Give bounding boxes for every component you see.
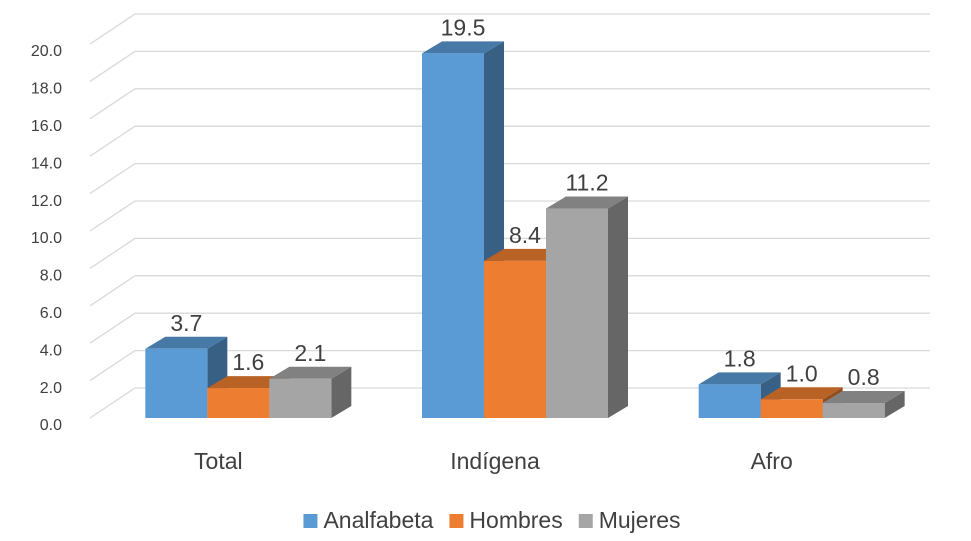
bar-side [884, 391, 905, 418]
grid-line [89, 312, 930, 344]
grid-line [89, 237, 930, 269]
bar [422, 53, 484, 418]
bar-top [207, 376, 290, 389]
legend-swatch [578, 514, 593, 528]
x-tick-label: Indígena [450, 448, 540, 474]
data-label: 8.4 [509, 222, 541, 248]
grid-line [89, 88, 930, 120]
data-label: 1.8 [724, 345, 756, 371]
bar-top [484, 248, 566, 261]
legend-label: Mujeres [599, 507, 681, 533]
x-tick-label: Afro [751, 448, 793, 474]
grid-line [89, 349, 930, 382]
bar [269, 378, 332, 418]
data-label: 2.1 [294, 340, 326, 366]
bar-side [608, 196, 628, 418]
grid-line [89, 125, 930, 157]
grid-line [89, 13, 930, 45]
data-label: 1.0 [786, 360, 818, 386]
bar-top [760, 387, 843, 400]
grid-line [89, 50, 930, 82]
data-label: 11.2 [565, 170, 608, 196]
legend-swatch [449, 514, 464, 528]
y-tick-label: 12.0 [31, 193, 62, 210]
grid-line [89, 200, 930, 232]
bar [760, 399, 823, 418]
bar-top [698, 372, 781, 385]
y-tick-label: 20.0 [31, 43, 62, 60]
grid-line [89, 162, 930, 195]
data-label: 3.7 [170, 310, 202, 336]
data-label: 0.8 [848, 364, 880, 390]
y-tick-label: 6.0 [40, 305, 62, 322]
y-tick-label: 10.0 [31, 230, 62, 247]
bar-top [145, 336, 228, 349]
data-label: 1.6 [232, 349, 264, 375]
grid-line [89, 387, 930, 419]
bar-top [269, 366, 352, 379]
bar-top [546, 196, 628, 209]
bar-top [422, 41, 504, 54]
y-tick-label: 18.0 [31, 81, 62, 98]
legend-swatch [303, 514, 318, 528]
bar [822, 403, 885, 418]
bar [546, 208, 608, 418]
data-label: 19.5 [441, 14, 486, 40]
grid-line [89, 275, 930, 307]
bar [145, 348, 208, 418]
y-tick-label: 4.0 [40, 342, 62, 359]
y-tick-label: 16.0 [31, 118, 62, 135]
bar [698, 384, 761, 418]
legend-label: Analfabeta [323, 507, 433, 533]
y-tick-label: 8.0 [40, 268, 62, 285]
bar [207, 388, 270, 418]
legend-label: Hombres [469, 507, 562, 533]
bar-top [822, 391, 905, 404]
y-tick-label: 0.0 [40, 417, 62, 434]
x-tick-label: Total [194, 448, 243, 474]
y-tick-label: 14.0 [31, 155, 62, 172]
y-tick-label: 2.0 [40, 380, 62, 397]
bar-side [331, 366, 352, 418]
bar [484, 260, 546, 418]
